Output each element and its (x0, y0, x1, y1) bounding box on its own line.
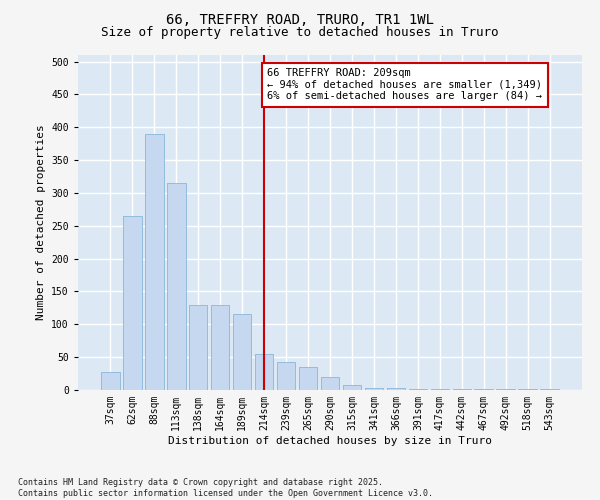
Bar (211, 304, 229, 390)
Bar (277, 362, 295, 390)
Bar (365, 388, 383, 390)
Text: 66, TREFFRY ROAD, TRURO, TR1 1WL: 66, TREFFRY ROAD, TRURO, TR1 1WL (166, 12, 434, 26)
Bar (343, 384, 361, 390)
Bar (189, 304, 208, 390)
Bar (541, 388, 559, 390)
Bar (233, 314, 251, 390)
Text: Size of property relative to detached houses in Truro: Size of property relative to detached ho… (101, 26, 499, 39)
Bar (475, 388, 493, 390)
Y-axis label: Number of detached properties: Number of detached properties (36, 124, 46, 320)
Bar (255, 354, 274, 390)
Text: Contains HM Land Registry data © Crown copyright and database right 2025.
Contai: Contains HM Land Registry data © Crown c… (18, 478, 433, 498)
Bar (452, 388, 471, 390)
X-axis label: Distribution of detached houses by size in Truro: Distribution of detached houses by size … (168, 436, 492, 446)
Text: 66 TREFFRY ROAD: 209sqm
← 94% of detached houses are smaller (1,349)
6% of semi-: 66 TREFFRY ROAD: 209sqm ← 94% of detache… (268, 68, 542, 102)
Bar (167, 183, 185, 390)
Bar (386, 388, 405, 390)
Bar (409, 388, 427, 390)
Bar (496, 388, 515, 390)
Bar (145, 134, 164, 390)
Bar (320, 377, 340, 390)
Bar (299, 367, 317, 390)
Bar (431, 388, 449, 390)
Bar (101, 372, 119, 390)
Bar (123, 216, 142, 390)
Bar (518, 388, 537, 390)
